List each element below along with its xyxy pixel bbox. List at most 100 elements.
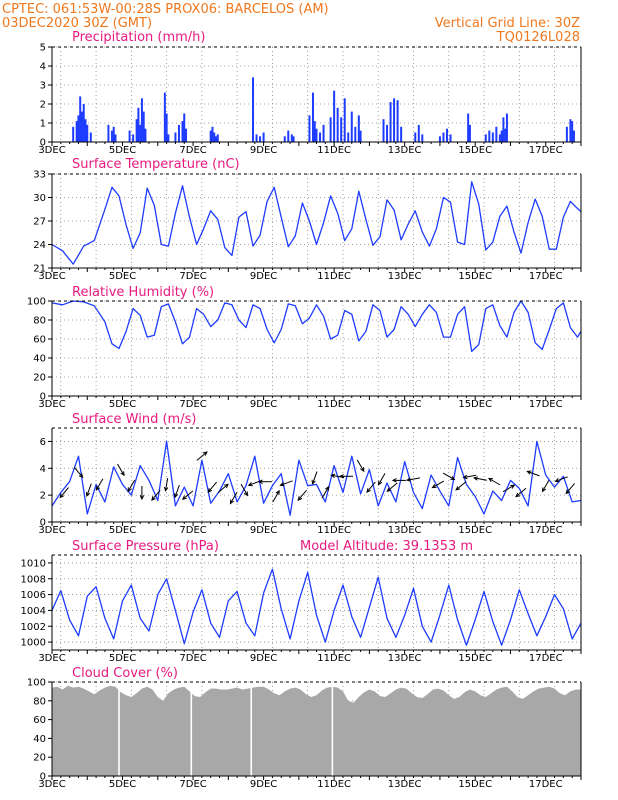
wind-arrow [391,478,406,483]
precip-bar [82,104,85,142]
precip-bar [128,130,131,142]
precip-bar [292,136,295,142]
wind-arrow-head [405,477,412,482]
precip-bar [287,130,290,142]
humidity-xtick-label: 15DEC [458,399,492,410]
precip-bar [386,124,389,142]
cloud-ytick-label: 0 [40,772,46,783]
precip-bar [571,121,574,142]
precip-bar [347,132,350,142]
precip-bar [340,117,343,142]
precip-ytick-label: 3 [40,81,46,92]
wind-arrow-head [554,478,560,483]
precip-bar [214,136,217,142]
cloud-xtick-label: 11DEC [317,779,351,790]
precip-bar [396,100,399,142]
precip-bar [132,134,135,142]
wind-arrow-head [297,496,303,501]
wind-xtick-label: 7DEC [179,525,206,536]
precip-bar [322,124,325,142]
precip-xtick-label: 7DEC [179,145,206,156]
wind-arrow-shaft [86,483,92,497]
precip-bar [216,134,219,142]
humidity-ytick-label: 20 [33,373,46,384]
pressure-ytick-label: 1004 [21,606,46,617]
wind-arrow-shaft [117,463,125,476]
precip-bar [110,130,113,142]
wind-arrow-shaft [488,478,501,486]
wind-arrow-shaft [240,483,248,496]
wind-title: Surface Wind (m/s) [72,412,196,427]
wind-arrow-shaft [515,487,527,497]
wind-series-line [51,440,582,516]
wind-arrow-shaft [151,489,161,501]
wind-arrow-head [85,491,91,497]
precip-bar [400,126,403,142]
wind-ytick-label: 2 [40,491,46,502]
precip-bar [445,128,448,142]
pressure-series-line [51,568,582,646]
precip-bar [414,132,417,142]
wind-arrow-head [279,482,285,487]
cloud-ytick-label: 60 [33,715,46,726]
wind-arrow [565,483,575,495]
cloud-xtick-label: 13DEC [388,779,422,790]
wind-arrow [311,471,318,485]
wind-arrow-head [257,479,263,484]
temp-ytick-label: 24 [33,240,46,251]
precip-bar [135,119,138,142]
wind-arrow-head [366,488,371,494]
wind-arrow [127,479,136,493]
wind-arrow [297,489,307,501]
precip-bar [491,132,494,142]
cloud-ytick-label: 40 [33,734,46,745]
wind-arrow-head [174,493,179,499]
precip-ytick-label: 1 [40,119,46,130]
wind-arrow-shaft [182,490,194,500]
wind-arrow [554,476,568,483]
wind-arrow [95,478,104,491]
wind-arrow [462,474,477,480]
precip-bar [77,115,80,142]
wind-arrow [366,481,376,494]
wind-arrow [196,451,208,461]
precip-bar [114,134,117,142]
wind-arrow-head [223,483,229,489]
precip-bar [107,124,110,142]
precip-bar [313,121,316,142]
precip-bar [139,124,142,142]
wind-arrow-shaft [280,480,293,486]
wind-arrow [229,491,238,505]
wind-panel: 0 2 4 6 3DEC 5DEC 7DEC 9DEC 11DEC 13DEC 15DEC 17DEC [38,427,582,536]
wind-arrow-shaft [565,483,575,494]
precip-xtick-label: 3DEC [38,145,65,156]
wind-arrow [472,476,487,481]
wind-arrow [207,481,217,494]
precip-bar [112,126,115,142]
precip-bar [421,134,424,142]
wind-arrow-shaft [207,481,217,493]
wind-arrow-head [338,474,344,479]
wind-arrow-head [360,467,365,473]
wind-arrow-head [120,471,125,477]
wind-arrow [174,484,180,499]
wind-arrow-shaft [474,477,487,481]
temp-xtick-label: 5DEC [109,271,136,282]
pressure-xtick-label: 15DEC [458,653,492,664]
precip-bar [75,121,78,142]
wind-arrow-shaft [432,480,445,489]
precip-bar [89,132,92,142]
precip-bar [565,126,568,142]
header-model-id: TQ0126L028 [496,30,580,45]
temp-ytick-label: 30 [33,193,46,204]
wind-arrow [338,474,353,479]
precip-bar [382,119,385,142]
precip-bar [185,128,188,142]
wind-xtick-label: 15DEC [458,525,492,536]
precip-bar [393,98,396,142]
precip-bar [500,130,503,142]
wind-arrow-head [163,486,169,492]
precip-bar [290,134,293,142]
wind-arrow-shaft [95,478,104,491]
humidity-series-line [51,300,582,353]
